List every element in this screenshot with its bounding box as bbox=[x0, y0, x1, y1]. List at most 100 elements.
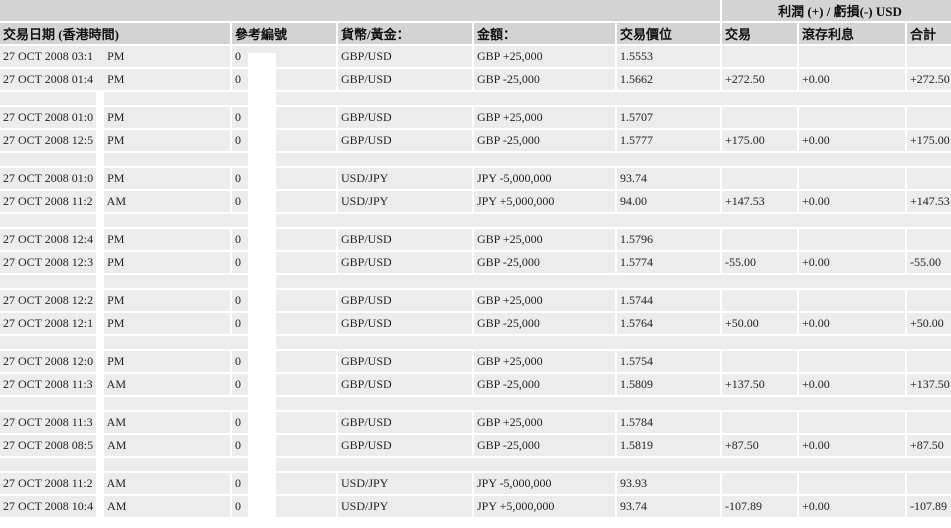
cell-amount: JPY -5,000,000 bbox=[474, 168, 615, 189]
cell-pair: USD/JPY bbox=[338, 168, 472, 189]
table-row: 27 OCT 2008 12:2 PM 0 GBP/USD GBP +25,000 1.5… bbox=[0, 290, 951, 311]
group-spacer bbox=[0, 397, 951, 410]
date-text: 27 OCT 2008 11:3 bbox=[3, 415, 93, 429]
cell-rollover: +0.00 bbox=[799, 69, 905, 90]
cell-trade bbox=[722, 290, 797, 311]
cell-amount: GBP +25,000 bbox=[474, 107, 615, 128]
header-group-row: 利潤 (+) / 虧損(-) USD bbox=[0, 0, 951, 21]
cell-pair: GBP/USD bbox=[338, 252, 472, 273]
cell-price: 1.5784 bbox=[617, 412, 720, 433]
cell-total bbox=[907, 290, 951, 311]
cell-total bbox=[907, 46, 951, 67]
cell-trade bbox=[722, 412, 797, 433]
cell-pair: GBP/USD bbox=[338, 69, 472, 90]
cell-date: 27 OCT 2008 11:2 AM bbox=[0, 191, 230, 212]
cell-pair: GBP/USD bbox=[338, 351, 472, 372]
cell-price: 1.5744 bbox=[617, 290, 720, 311]
group-spacer bbox=[0, 153, 951, 166]
ampm-text: AM bbox=[106, 415, 127, 429]
ampm-text: PM bbox=[107, 171, 125, 185]
table-row: 27 OCT 2008 12:1 PM 0 GBP/USD GBP -25,000 1.5… bbox=[0, 313, 951, 334]
table-row: 27 OCT 2008 01:0 PM 0 GBP/USD GBP +25,000 1.5… bbox=[0, 107, 951, 128]
cell-rollover: +0.00 bbox=[799, 435, 905, 456]
cell-price: 1.5777 bbox=[617, 130, 720, 151]
spacer-cell bbox=[0, 336, 951, 349]
cell-pair: GBP/USD bbox=[338, 229, 472, 250]
cell-price: 1.5774 bbox=[617, 252, 720, 273]
cell-trade: +137.50 bbox=[722, 374, 797, 395]
cell-rollover bbox=[799, 229, 905, 250]
table-row: 27 OCT 2008 12:0 PM 0 GBP/USD GBP +25,000 1.5… bbox=[0, 351, 951, 372]
col-price: 交易價位 bbox=[617, 23, 720, 44]
cell-amount: GBP -25,000 bbox=[474, 374, 615, 395]
cell-pair: GBP/USD bbox=[338, 130, 472, 151]
ampm-text: AM bbox=[106, 476, 127, 490]
cell-trade: +50.00 bbox=[722, 313, 797, 334]
table-row: 27 OCT 2008 11:2 AM 0 USD/JPY JPY -5,000,000… bbox=[0, 473, 951, 494]
ampm-text: PM bbox=[107, 316, 125, 330]
cell-price: 93.74 bbox=[617, 168, 720, 189]
ampm-text: AM bbox=[107, 499, 127, 513]
cell-date: 27 OCT 2008 01:0 PM bbox=[0, 107, 230, 128]
cell-amount: GBP +25,000 bbox=[474, 46, 615, 67]
cell-rollover: +0.00 bbox=[799, 191, 905, 212]
col-rollover: 滾存利息 bbox=[799, 23, 905, 44]
group-spacer bbox=[0, 92, 951, 105]
cell-date: 27 OCT 2008 12:1 PM bbox=[0, 313, 230, 334]
redaction-mask bbox=[96, 90, 104, 526]
table-row: 27 OCT 2008 11:3 AM 0 GBP/USD GBP -25,000 1.5… bbox=[0, 374, 951, 395]
table-row: 27 OCT 2008 11:2 AM 0 USD/JPY JPY +5,000,000… bbox=[0, 191, 951, 212]
cell-date: 27 OCT 2008 12:4 PM bbox=[0, 229, 230, 250]
col-total: 合計 bbox=[907, 23, 951, 44]
cell-pair: USD/JPY bbox=[338, 496, 472, 517]
ampm-text: PM bbox=[107, 255, 125, 269]
cell-date: 27 OCT 2008 03:1 PM bbox=[0, 46, 230, 67]
cell-date: 27 OCT 2008 11:2 AM bbox=[0, 473, 230, 494]
spacer-cell bbox=[0, 458, 951, 471]
cell-date: 27 OCT 2008 12:3 PM bbox=[0, 252, 230, 273]
cell-rollover bbox=[799, 412, 905, 433]
cell-amount: GBP -25,000 bbox=[474, 435, 615, 456]
cell-price: 1.5707 bbox=[617, 107, 720, 128]
cell-total bbox=[907, 473, 951, 494]
cell-date: 27 OCT 2008 12:0 PM bbox=[0, 351, 230, 372]
cell-price: 1.5796 bbox=[617, 229, 720, 250]
cell-price: 1.5754 bbox=[617, 351, 720, 372]
cell-price: 93.74 bbox=[617, 496, 720, 517]
cell-total: +175.00 bbox=[907, 130, 951, 151]
cell-pair: GBP/USD bbox=[338, 46, 472, 67]
cell-total bbox=[907, 412, 951, 433]
header-row: 交易日期 (香港時間) 參考編號 貨幣/黃金： 金額： 交易價位 交易 滾存利息… bbox=[0, 23, 951, 44]
cell-pair: GBP/USD bbox=[338, 435, 472, 456]
cell-pair: GBP/USD bbox=[338, 313, 472, 334]
date-text: 27 OCT 2008 08:5 bbox=[3, 438, 94, 452]
cell-trade bbox=[722, 46, 797, 67]
cell-amount: GBP -25,000 bbox=[474, 69, 615, 90]
ampm-text: PM bbox=[107, 49, 125, 63]
cell-amount: GBP +25,000 bbox=[474, 412, 615, 433]
cell-date: 27 OCT 2008 08:5 AM bbox=[0, 435, 230, 456]
cell-pair: GBP/USD bbox=[338, 290, 472, 311]
cell-date: 27 OCT 2008 11:3 AM bbox=[0, 374, 230, 395]
ampm-text: PM bbox=[107, 232, 125, 246]
cell-pair: GBP/USD bbox=[338, 107, 472, 128]
cell-rollover bbox=[799, 107, 905, 128]
cell-total bbox=[907, 229, 951, 250]
cell-price: 94.00 bbox=[617, 191, 720, 212]
table-row: 27 OCT 2008 12:3 PM 0 GBP/USD GBP -25,000 1.5… bbox=[0, 252, 951, 273]
cell-rollover bbox=[799, 290, 905, 311]
cell-amount: JPY -5,000,000 bbox=[474, 473, 615, 494]
col-ref: 參考編號 bbox=[232, 23, 336, 44]
spacer-cell bbox=[0, 92, 951, 105]
cell-amount: JPY +5,000,000 bbox=[474, 496, 615, 517]
cell-trade bbox=[722, 107, 797, 128]
cell-trade: +272.50 bbox=[722, 69, 797, 90]
date-text: 27 OCT 2008 01:4 bbox=[3, 72, 94, 86]
cell-trade: -107.89 bbox=[722, 496, 797, 517]
table-row: 27 OCT 2008 12:5 PM 0 GBP/USD GBP -25,000 1.5… bbox=[0, 130, 951, 151]
group-spacer bbox=[0, 214, 951, 227]
spacer-cell bbox=[0, 397, 951, 410]
date-text: 27 OCT 2008 12:5 bbox=[3, 133, 94, 147]
table-row: 27 OCT 2008 03:1 PM 0 GBP/USD GBP +25,000 1.5… bbox=[0, 46, 951, 67]
cell-price: 1.5809 bbox=[617, 374, 720, 395]
